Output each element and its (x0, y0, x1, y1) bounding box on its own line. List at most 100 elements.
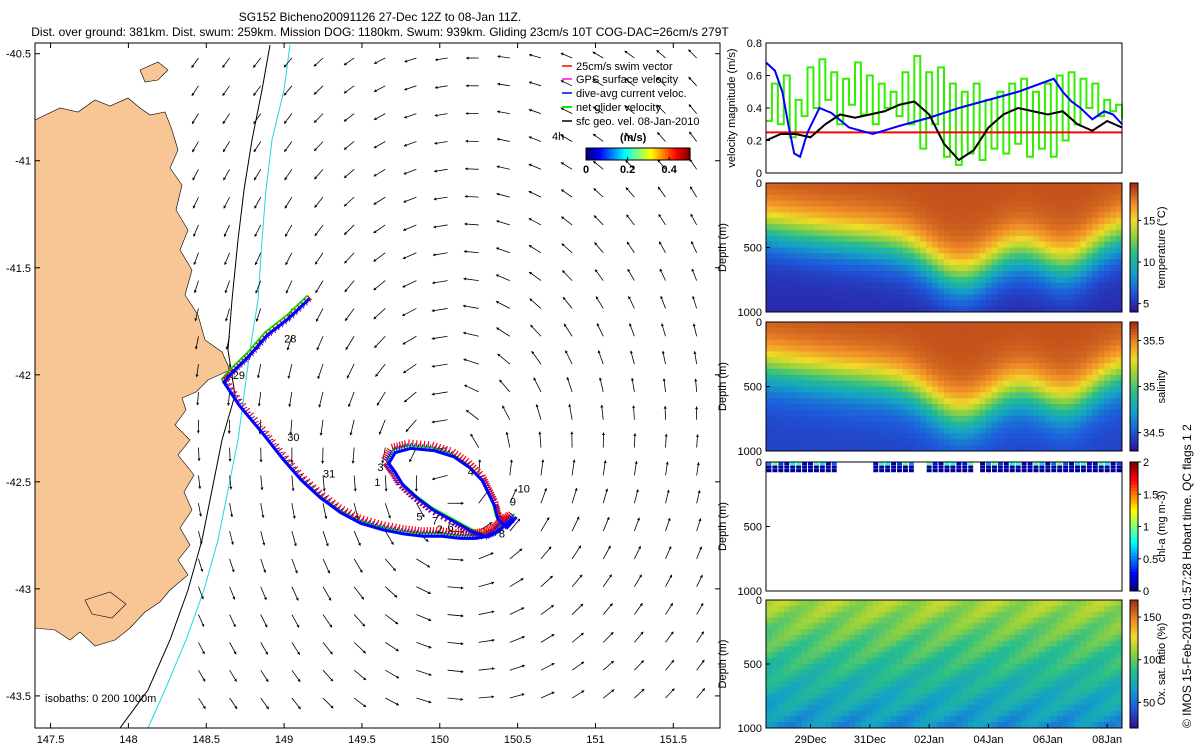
section-cell (1068, 247, 1075, 254)
velocity-y-tick-label: 0.2 (747, 136, 762, 148)
surface-vector-head (560, 135, 564, 138)
section-cell (884, 253, 891, 260)
surface-vector-head (628, 296, 632, 300)
section-cell (795, 327, 802, 335)
surface-vector-head (466, 409, 470, 413)
section-cell (819, 306, 826, 313)
section-cell (783, 339, 791, 346)
section-cell (1069, 465, 1075, 469)
section-cell (1033, 445, 1040, 452)
speed-colorbar-tick-label: 0.2 (620, 164, 635, 176)
surface-vector-head (230, 541, 234, 545)
section-cell (938, 322, 945, 329)
section-cell (1009, 404, 1016, 411)
surface-vector-shaft (385, 586, 398, 598)
section-cell (914, 404, 921, 411)
section-cell (872, 333, 880, 340)
section-cell (1033, 433, 1040, 440)
section-cell (801, 327, 808, 335)
section-cell (1003, 374, 1010, 382)
section-cell (825, 433, 832, 440)
section-cell (949, 380, 957, 387)
surface-vector (316, 336, 324, 351)
section-cell (944, 427, 951, 434)
section-cell (855, 259, 862, 266)
section-cell (1044, 194, 1052, 201)
section-cell (1074, 433, 1081, 440)
section-cell (949, 188, 957, 196)
surface-vector-head (692, 296, 696, 300)
section-cell (1015, 368, 1022, 376)
section-cell (1098, 333, 1105, 340)
section-cell (777, 404, 785, 411)
section-cell (1068, 276, 1075, 284)
section-cell (860, 212, 868, 219)
surface-vector-head (231, 569, 235, 573)
section-cell (795, 611, 802, 618)
section-cell (831, 465, 837, 469)
section-cell (914, 445, 921, 452)
section-cell (920, 363, 927, 370)
section-cell (896, 276, 903, 284)
section-cell (789, 687, 797, 694)
section-cell (766, 658, 773, 665)
surface-vector (560, 134, 573, 142)
section-cell (837, 386, 844, 393)
section-cell (783, 200, 791, 207)
section-cell (884, 392, 891, 399)
section-cell (979, 380, 986, 387)
surface-vector-head (593, 215, 597, 219)
section-cell (766, 433, 773, 440)
section-cell (985, 357, 992, 364)
section-cell (1104, 200, 1111, 207)
section-cell (772, 465, 778, 469)
section-cell (1033, 200, 1040, 207)
section-cell (902, 194, 909, 201)
surface-vector (464, 222, 479, 226)
surface-vector-head (362, 623, 365, 627)
section-cell (1038, 386, 1046, 393)
section-cell (849, 235, 856, 243)
section-cell (1021, 259, 1028, 266)
section-cell (926, 183, 933, 190)
section-cell (837, 229, 844, 237)
section-cell (902, 339, 909, 346)
surface-vector-head (198, 486, 202, 489)
section-cell (843, 392, 850, 399)
section-cell (955, 282, 963, 289)
surface-vector-shaft (431, 419, 448, 423)
surface-vector-head (528, 108, 532, 112)
surface-vector (198, 503, 202, 517)
section-cell (771, 247, 779, 254)
section-cell (766, 716, 773, 723)
surface-vector (634, 517, 640, 532)
surface-vector-head (263, 569, 267, 573)
surface-vector-head (496, 192, 500, 196)
section-cell (1056, 333, 1064, 340)
section-cell (1062, 188, 1069, 196)
surface-vector (594, 242, 604, 254)
section-cell (955, 445, 963, 452)
section-cell (1068, 327, 1075, 335)
map-x-tick-label: 148.5 (192, 734, 220, 746)
surface-vector-head (490, 552, 494, 556)
section-cell (884, 294, 891, 301)
section-cell (967, 374, 975, 382)
section-cell (920, 183, 927, 190)
section-cell (1003, 421, 1010, 428)
section-cell (1074, 327, 1081, 335)
surface-vector-head (465, 84, 469, 88)
section-cell (831, 200, 838, 207)
section-cell (991, 357, 998, 364)
surface-vector (385, 586, 398, 598)
swim-vector (442, 527, 445, 534)
section-cell (872, 218, 880, 225)
surface-vector (223, 169, 230, 181)
section-cell (1027, 339, 1034, 346)
section-cell (944, 247, 951, 254)
surface-vector-head (225, 346, 229, 350)
section-cell (1098, 433, 1105, 440)
section-cell (1116, 345, 1123, 352)
section-cell (819, 392, 826, 399)
